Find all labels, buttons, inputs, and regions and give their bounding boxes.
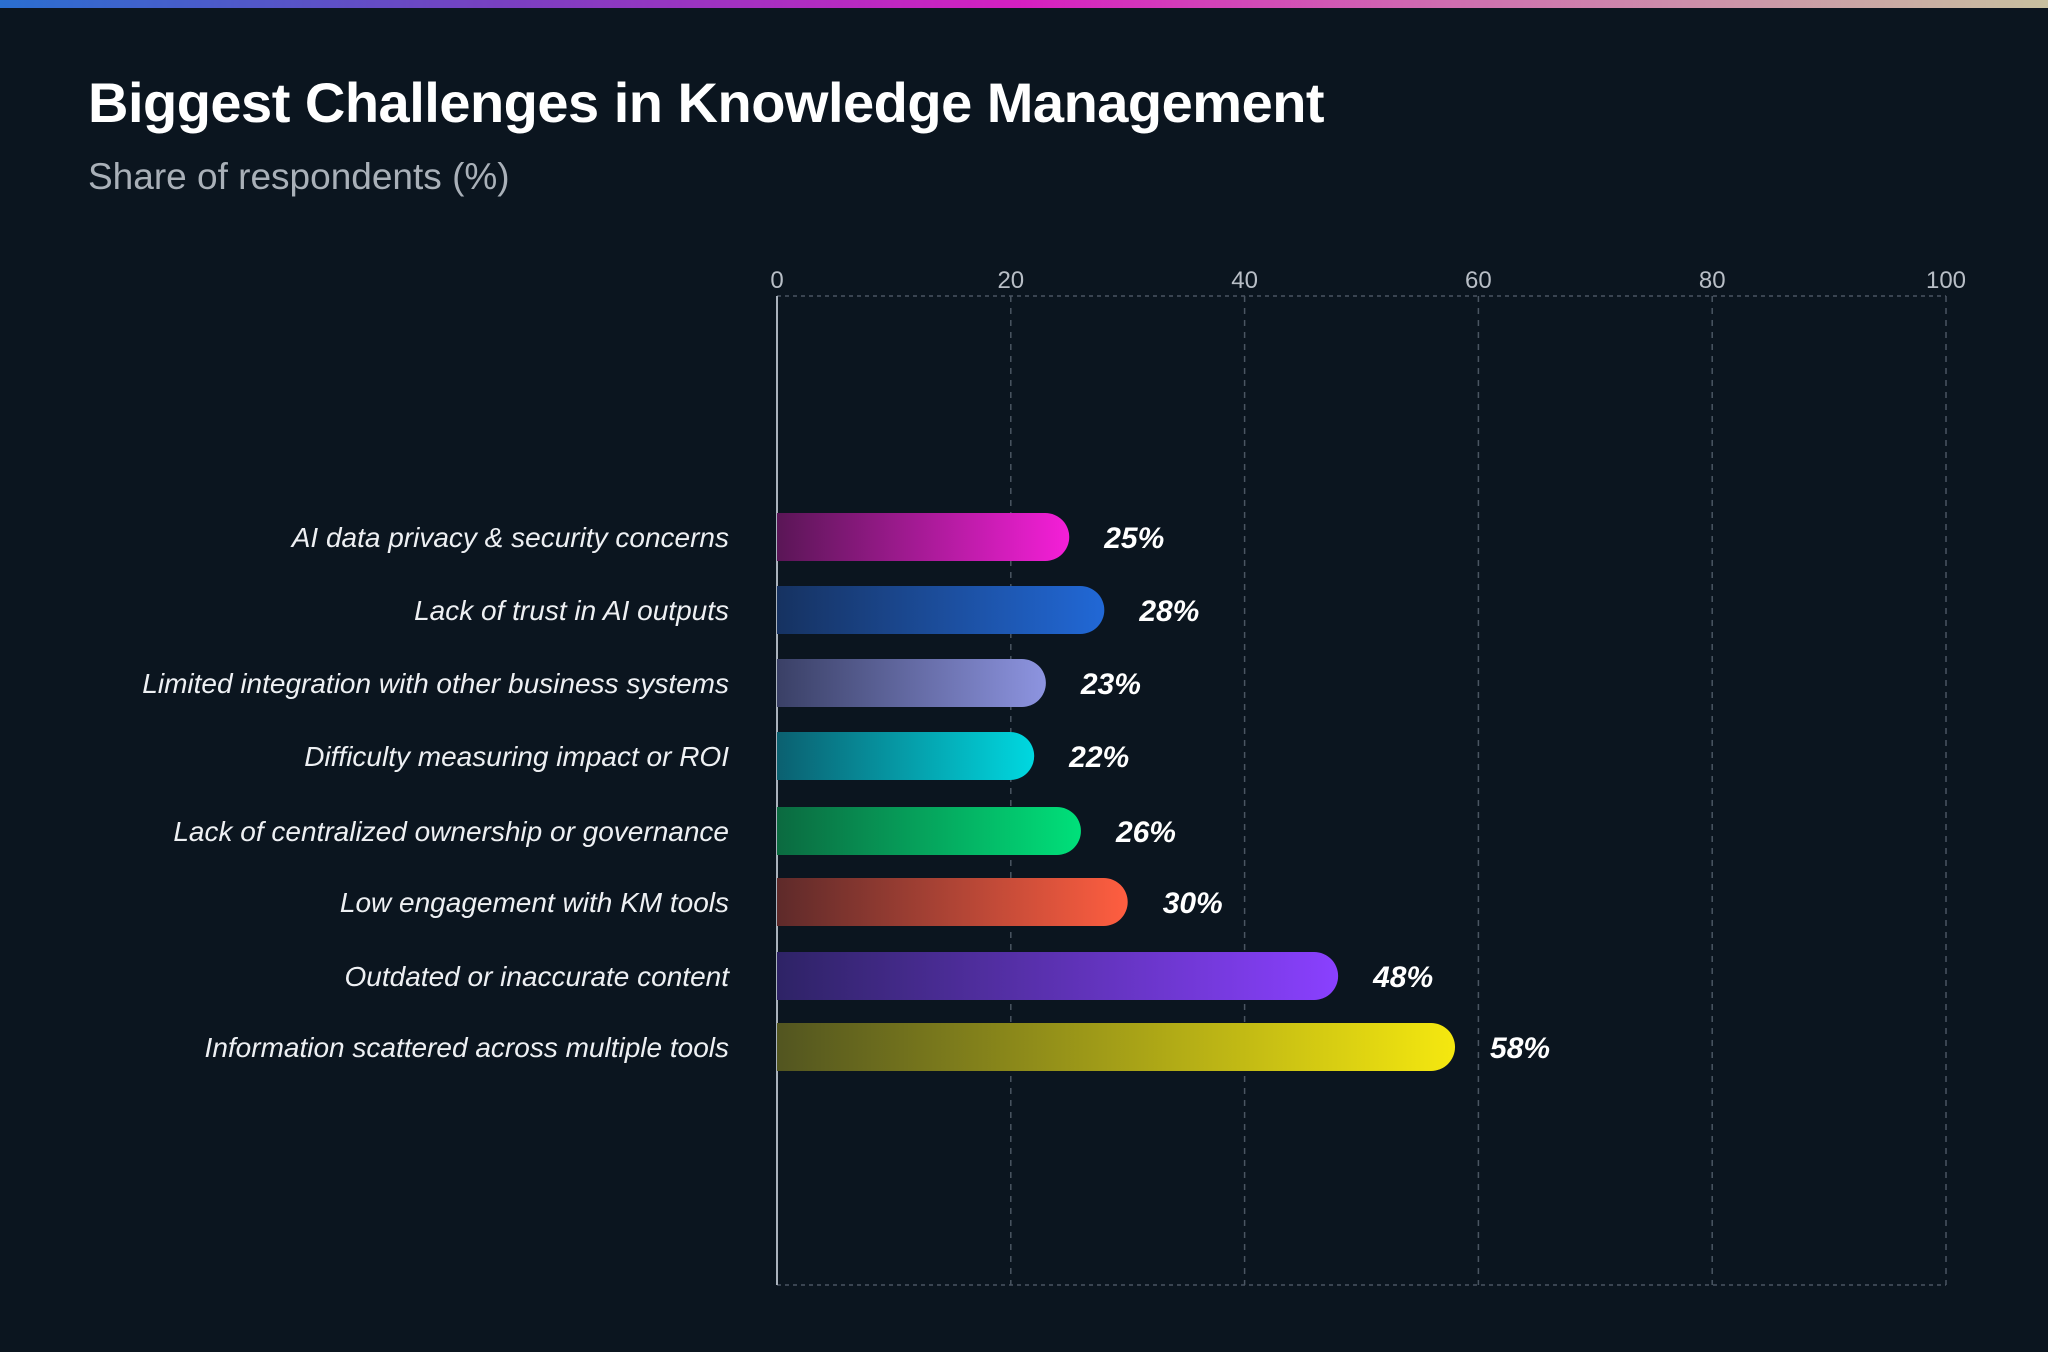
category-label: Information scattered across multiple to…	[205, 1032, 729, 1063]
x-tick-label: 60	[1465, 267, 1492, 294]
value-label: 48%	[1372, 961, 1433, 994]
category-label: Lack of trust in AI outputs	[414, 595, 729, 626]
x-tick-label: 40	[1231, 267, 1258, 294]
value-label: 30%	[1163, 887, 1223, 920]
bar	[777, 807, 1081, 855]
chart-subtitle: Share of respondents (%)	[88, 156, 510, 197]
category-label: AI data privacy & security concerns	[290, 522, 729, 553]
top-accent-bar	[0, 0, 2048, 8]
value-label: 25%	[1103, 522, 1164, 555]
value-label: 22%	[1068, 741, 1129, 774]
category-label: Limited integration with other business …	[142, 668, 729, 699]
bar	[777, 586, 1105, 634]
x-tick-label: 100	[1926, 267, 1966, 294]
bar	[777, 878, 1128, 926]
bars: AI data privacy & security concerns 25% La…	[142, 513, 1550, 1071]
category-label: Lack of centralized ownership or governa…	[173, 816, 729, 847]
value-label: 28%	[1138, 595, 1199, 628]
chart-title: Biggest Challenges in Knowledge Manageme…	[88, 71, 1325, 134]
category-label: Outdated or inaccurate content	[345, 961, 731, 992]
x-axis-ticks: 0 20 40 60 80 100	[770, 267, 1966, 294]
x-tick-label: 20	[997, 267, 1024, 294]
bar	[777, 952, 1339, 1000]
x-tick-label: 80	[1699, 267, 1726, 294]
bar	[777, 659, 1046, 707]
bar	[777, 513, 1070, 561]
category-label: Difficulty measuring impact or ROI	[304, 741, 729, 772]
value-label: 58%	[1490, 1032, 1550, 1065]
value-label: 26%	[1115, 816, 1176, 849]
x-tick-label: 0	[770, 267, 783, 294]
bar	[777, 732, 1035, 780]
category-label: Low engagement with KM tools	[340, 887, 729, 918]
value-label: 23%	[1080, 668, 1141, 701]
grid	[776, 295, 1947, 1286]
bar	[777, 1023, 1456, 1071]
